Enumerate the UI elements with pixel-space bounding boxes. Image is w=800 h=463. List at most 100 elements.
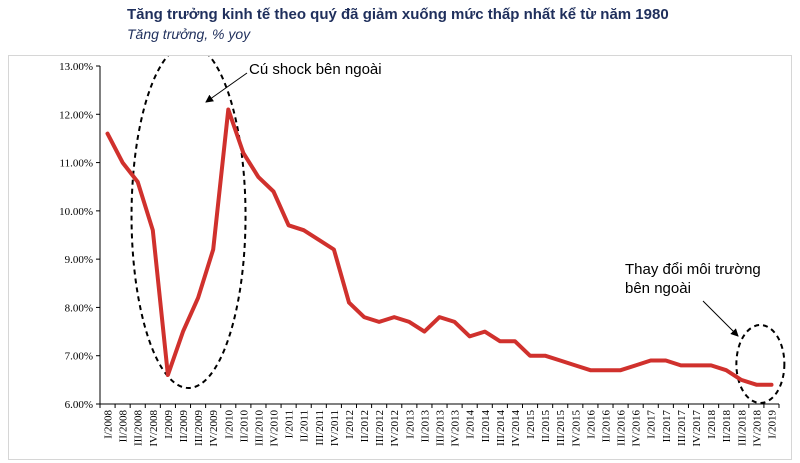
x-tick-label: I/2017: [646, 410, 658, 439]
x-tick-label: I/2016: [585, 410, 597, 439]
chart-title: Tăng trưởng kinh tế theo quý đã giảm xuố…: [127, 6, 669, 23]
x-tick-label: III/2017: [676, 410, 688, 447]
y-tick-label: 8.00%: [65, 302, 93, 314]
data-point: [664, 359, 668, 363]
data-point: [649, 359, 653, 363]
chart-frame: 6.00% 7.00% 8.00% 9.00% 10.00% 11.00% 12.00% 13…: [8, 55, 792, 460]
data-point: [392, 315, 396, 319]
x-tick-label: III/2008: [133, 410, 145, 447]
data-point: [438, 315, 441, 319]
x-tick-label: IV/2018: [751, 410, 763, 447]
data-point: [362, 315, 366, 319]
data-point: [121, 161, 125, 165]
data-point: [422, 330, 426, 334]
x-tick-label: III/2013: [435, 410, 447, 447]
y-tick-label: 11.00%: [59, 158, 93, 170]
x-tick-label: IV/2008: [148, 410, 160, 447]
data-point: [468, 334, 472, 338]
x-tick-label: III/2011: [314, 410, 326, 446]
x-tick-label: II/2016: [600, 410, 612, 443]
x-tick-label: II/2008: [118, 410, 130, 443]
annotation-label-shock: Cú shock bên ngoài: [249, 61, 382, 78]
x-tick-label: I/2012: [344, 410, 356, 439]
data-point: [588, 368, 592, 372]
data-point: [211, 247, 215, 251]
data-point: [407, 320, 411, 324]
x-tick-label: IV/2011: [329, 410, 341, 446]
line-chart: 6.00% 7.00% 8.00% 9.00% 10.00% 11.00% 12.00% 13…: [59, 56, 786, 447]
data-point: [181, 330, 185, 334]
y-tick-label: 6.00%: [65, 399, 93, 411]
x-tick-label: III/2018: [736, 410, 748, 447]
data-point: [619, 368, 623, 372]
data-point: [483, 330, 487, 334]
x-tick-label: II/2009: [178, 410, 190, 443]
data-point: [151, 228, 155, 232]
series-line-growth: [105, 107, 774, 387]
x-tick-label: IV/2009: [208, 410, 220, 447]
data-point: [226, 107, 230, 111]
data-point: [543, 354, 547, 358]
annotation-ellipse-shock: [130, 56, 247, 389]
x-tick-label: IV/2012: [389, 410, 401, 447]
x-tick-label: III/2015: [555, 410, 567, 447]
data-point: [558, 359, 562, 363]
data-point: [528, 354, 532, 358]
annotation-arrow-environment: [702, 300, 739, 337]
x-tick-label: I/2010: [223, 410, 235, 439]
annotation-ellipse-environment: [735, 324, 786, 404]
x-tick-label: III/2016: [616, 410, 628, 447]
data-point: [332, 247, 336, 251]
data-point: [679, 363, 683, 367]
data-point: [377, 320, 381, 324]
data-point: [498, 339, 502, 343]
x-tick-label: II/2018: [721, 410, 733, 443]
data-point: [272, 190, 276, 194]
data-point: [709, 363, 713, 367]
annotation-label-environment-line1: Thay đổi môi trường: [625, 261, 761, 278]
y-tick-label: 13.00%: [59, 61, 93, 73]
y-tick-label: 7.00%: [65, 351, 93, 363]
x-tick-label: IV/2017: [691, 410, 703, 447]
x-tick-label: IV/2014: [510, 410, 522, 447]
y-tick-label: 10.00%: [59, 206, 93, 218]
x-tick-label: IV/2013: [450, 410, 462, 447]
x-tick-label: I/2008: [103, 410, 115, 439]
x-tick-label: II/2017: [661, 410, 673, 443]
data-point: [136, 180, 140, 184]
data-point: [513, 339, 517, 343]
x-tick-label: IV/2016: [631, 410, 643, 447]
data-point: [603, 368, 607, 372]
x-tick-label: I/2009: [163, 410, 175, 439]
data-point: [634, 363, 638, 367]
x-tick-label: I/2015: [525, 410, 537, 439]
x-tick-label: I/2019: [766, 410, 778, 439]
x-tick-label: I/2011: [284, 410, 296, 438]
data-point: [724, 368, 728, 372]
data-point: [347, 301, 351, 305]
data-point: [317, 238, 321, 242]
x-tick-label: IV/2010: [269, 410, 281, 447]
annotation-label-environment-line2: bên ngoài: [625, 280, 691, 297]
x-tick-label: II/2011: [299, 410, 311, 442]
x-tick-label: IV/2015: [570, 410, 582, 447]
data-point: [241, 151, 245, 155]
data-point: [739, 378, 743, 382]
data-point: [573, 363, 577, 367]
data-point: [694, 363, 698, 367]
data-point: [754, 383, 758, 387]
x-tick-label: II/2013: [419, 410, 431, 443]
chart-subtitle: Tăng trưởng, % yoy: [127, 26, 251, 42]
y-tick-label: 9.00%: [65, 254, 93, 266]
data-point: [453, 320, 457, 324]
x-tick-label: II/2015: [540, 410, 552, 443]
x-tick-label: III/2009: [193, 410, 205, 447]
x-tick-label: III/2012: [374, 410, 386, 446]
data-point: [106, 132, 110, 136]
data-point: [256, 175, 260, 179]
x-tick-label: I/2014: [465, 410, 477, 439]
annotation-arrow-shock: [205, 72, 248, 103]
data-point: [166, 373, 170, 377]
data-point: [769, 383, 773, 387]
x-tick-label: II/2014: [480, 410, 492, 443]
